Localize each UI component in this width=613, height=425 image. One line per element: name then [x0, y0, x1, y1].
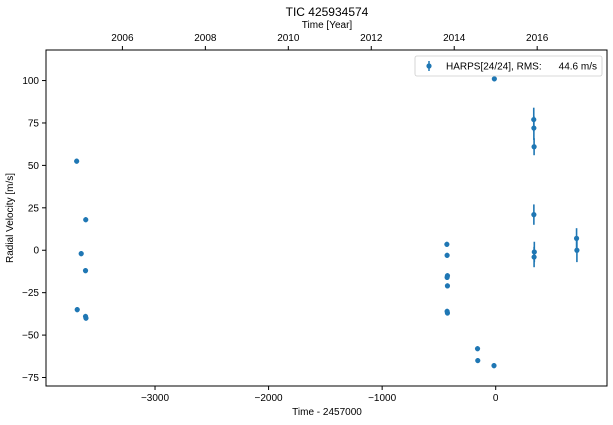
- data-point: [531, 212, 537, 218]
- data-point: [491, 76, 497, 82]
- data-point: [83, 217, 89, 223]
- data-point: [82, 313, 89, 320]
- top-axis-tick-label: 2014: [443, 33, 466, 44]
- data-point: [82, 268, 89, 274]
- x-tick-label: 0: [493, 393, 499, 404]
- y-axis-ticks: −75 −50 −25 0 25 50 75 100: [22, 76, 46, 384]
- chart-title: TIC 425934574: [286, 5, 369, 19]
- y-axis-label: Radial Velocity [m/s]: [5, 173, 16, 263]
- y-tick-label: 100: [22, 76, 39, 87]
- y-tick-label: −75: [22, 373, 39, 384]
- legend-marker: [426, 63, 432, 69]
- data-point: [474, 346, 481, 352]
- y-tick-label: −50: [22, 331, 39, 342]
- data-point: [531, 125, 537, 131]
- data-point: [444, 252, 450, 258]
- y-tick-label: 25: [28, 203, 40, 214]
- top-axis-label: Time [Year]: [302, 20, 353, 31]
- data-point: [444, 283, 451, 289]
- legend-rms-value: 44.6 m/s: [559, 62, 597, 73]
- data-point: [574, 247, 580, 253]
- data-point: [531, 144, 537, 150]
- y-tick-label: 50: [28, 161, 40, 172]
- x-tick-label: −2000: [255, 393, 284, 404]
- x-tick-label: −1000: [368, 393, 397, 404]
- plot-frame: [45, 49, 608, 387]
- data-point: [74, 307, 80, 313]
- x-axis-ticks: −3000 −2000 −1000 0: [141, 386, 499, 404]
- top-axis-ticks: 2006 2008 2010 2012 2014 2016: [111, 33, 549, 50]
- top-axis-tick-label: 2016: [526, 33, 549, 44]
- top-axis-tick-label: 2012: [360, 33, 383, 44]
- y-tick-label: 75: [28, 118, 40, 129]
- y-tick-label: −25: [22, 288, 39, 299]
- data-point: [531, 254, 537, 260]
- legend: HARPS[24/24], RMS: 44.6 m/s: [414, 55, 603, 77]
- data-point: [475, 357, 481, 364]
- top-axis-tick-label: 2010: [277, 33, 300, 44]
- top-axis-tick-label: 2008: [194, 33, 217, 44]
- legend-box: [414, 55, 603, 77]
- data-point: [74, 158, 80, 164]
- data-point: [491, 363, 497, 369]
- data-point: [444, 274, 450, 280]
- data-point: [78, 251, 84, 257]
- data-point: [444, 241, 450, 247]
- plot-area: [74, 76, 580, 369]
- data-point: [444, 310, 451, 316]
- x-tick-label: −3000: [141, 393, 170, 404]
- x-axis-label: Time - 2457000: [292, 407, 362, 418]
- legend-series-name: HARPS[24/24], RMS:: [446, 62, 542, 73]
- y-tick-label: 0: [33, 246, 39, 257]
- data-point: [573, 235, 580, 241]
- top-axis-tick-label: 2006: [111, 33, 134, 44]
